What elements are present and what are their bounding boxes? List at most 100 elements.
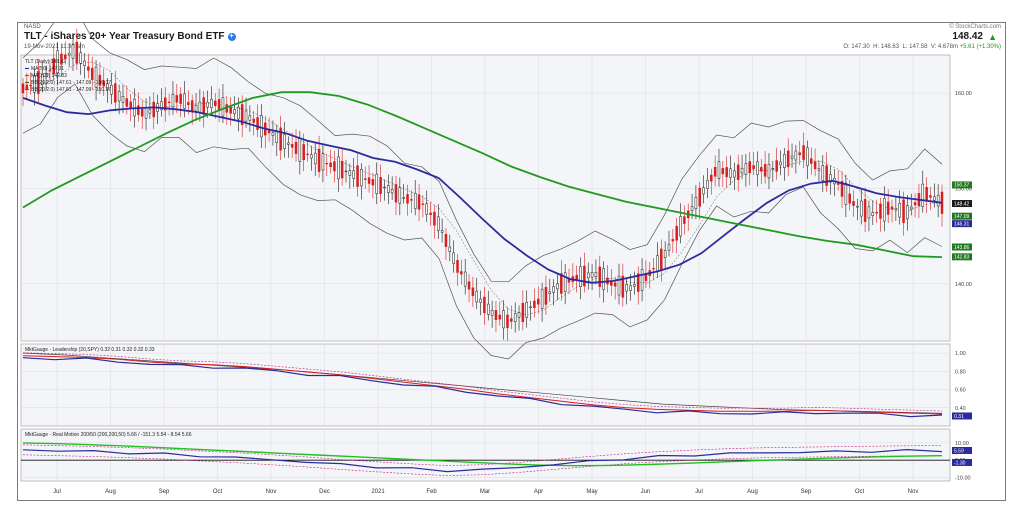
leadership-red-line (22, 355, 943, 415)
candle-body (360, 168, 363, 187)
candle-body (875, 211, 878, 214)
candle-body (187, 102, 190, 105)
candle-body (375, 173, 379, 194)
candle-body (333, 161, 336, 172)
candle-body (802, 145, 805, 160)
candle-body (783, 154, 786, 168)
candle-body (140, 108, 144, 117)
real-motion-line (22, 448, 943, 473)
candle-body (190, 100, 194, 112)
candle-body (717, 161, 721, 179)
candle-body (310, 154, 313, 159)
candle-body (171, 93, 175, 108)
candle-body (498, 314, 502, 320)
legend-entry: MA(200) 142.83 (31, 73, 67, 79)
candle-body (283, 134, 286, 149)
candle-body (317, 148, 321, 172)
candle-body (890, 206, 894, 210)
candle-body (110, 85, 113, 95)
price-tag-label: 143.86 (954, 245, 970, 251)
candle-body (175, 95, 179, 103)
candle-body (710, 174, 713, 182)
candle-body (829, 174, 832, 183)
candle-body (933, 196, 936, 201)
candle-body (786, 150, 790, 168)
candle-body (586, 272, 590, 279)
y-tick-label: 160.00 (955, 91, 972, 97)
candle-body (533, 300, 536, 309)
month-label: Dec (319, 489, 330, 495)
candle-body (871, 212, 875, 216)
candle-body (452, 252, 455, 264)
candle-body (529, 306, 532, 308)
y-tick-label: 0.60 (955, 388, 966, 394)
up-arrow-icon: ▲ (988, 32, 997, 42)
candle-body (198, 101, 202, 113)
candle-body (660, 248, 663, 270)
candle-body (479, 298, 482, 303)
candle-body (313, 152, 317, 165)
bollinger-middle-line (22, 61, 943, 316)
candle-body (517, 312, 521, 318)
price-tag-label: 146.31 (954, 221, 970, 227)
candle-body (694, 196, 698, 210)
candle-body (348, 170, 352, 176)
candle-body (98, 74, 102, 86)
candle-body (383, 186, 386, 189)
candle-body (94, 66, 98, 88)
candle-body (856, 205, 859, 208)
y-tick-label: 10.00 (955, 441, 969, 447)
price-tag (952, 447, 972, 455)
candle-body (152, 101, 155, 118)
candle-body (902, 199, 905, 223)
chart-title: TLT - iShares 20+ Year Treasury Bond ETF… (24, 31, 236, 42)
candle-body (44, 72, 48, 78)
candle-body (936, 195, 940, 207)
leadership-line (22, 357, 943, 418)
candle-body (167, 101, 171, 103)
candle-body (483, 296, 486, 314)
price-tag-label: 147.09 (954, 214, 970, 220)
candle-body (683, 216, 686, 224)
candle-body (602, 268, 605, 290)
candle-body (925, 187, 928, 202)
candle-body (510, 318, 513, 322)
candle-body (513, 313, 517, 322)
candle-body (636, 273, 640, 292)
candle-body (744, 163, 748, 175)
y-tick-label: 0.40 (955, 406, 966, 412)
price-tag (952, 181, 972, 189)
candle-body (325, 162, 329, 165)
candle-body (444, 233, 448, 247)
candle-body (117, 91, 121, 102)
price-tag (952, 458, 972, 466)
candle-body (206, 101, 209, 108)
candle-body (548, 291, 552, 294)
y-tick-label: -10.00 (955, 476, 971, 482)
panel-0-background (20, 54, 951, 342)
candle-body (179, 93, 182, 104)
candle-body (240, 104, 244, 125)
candle-body (390, 189, 394, 194)
month-label: Nov (266, 489, 277, 495)
candle-body (25, 84, 29, 90)
candle-body (406, 194, 409, 204)
candle-body (56, 50, 59, 74)
candle-body (679, 216, 682, 237)
candle-body (194, 104, 198, 112)
candle-body (237, 106, 240, 120)
candle-body (544, 286, 548, 305)
candle-body (898, 203, 901, 218)
chart-frame: NASD TLT - iShares 20+ Year Treasury Bon… (17, 22, 1006, 501)
candle-body (344, 170, 348, 173)
candle-body (556, 283, 559, 290)
candle-body (583, 265, 586, 287)
candle-body (671, 239, 675, 242)
candle-body (736, 164, 740, 180)
candle-body (367, 177, 371, 184)
candle-body (306, 153, 309, 156)
candle-body (248, 115, 252, 121)
price-tag (952, 220, 972, 228)
add-icon[interactable]: + (227, 33, 236, 41)
legend-entry: BB(20,2.0) 147.61 - 147.09 - 150.37 (31, 80, 111, 86)
